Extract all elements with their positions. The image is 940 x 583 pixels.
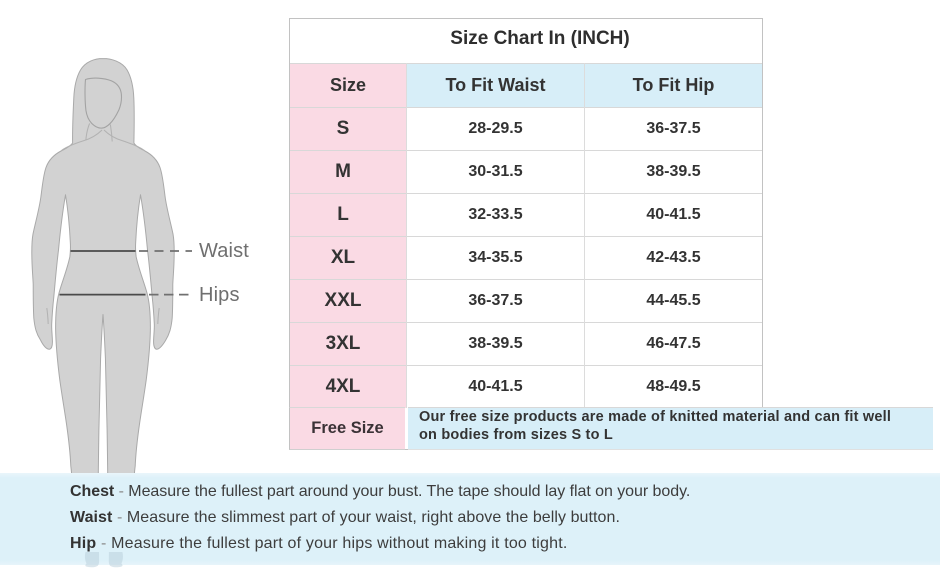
svg-text:Hips: Hips — [199, 284, 240, 306]
svg-text:Waist: Waist — [199, 240, 249, 262]
